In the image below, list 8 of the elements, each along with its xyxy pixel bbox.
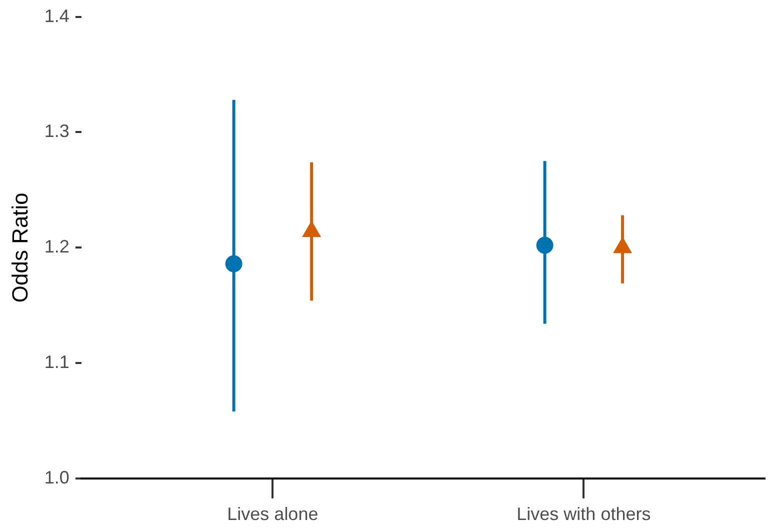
y-tick-label: 1.0: [44, 467, 70, 488]
x-tick-label: Lives with others: [516, 504, 651, 524]
y-tick-label: 1.2: [44, 236, 70, 257]
y-tick-label: 1.1: [44, 352, 70, 372]
y-tick-label: 1.4: [44, 6, 70, 26]
x-tick-label: Lives alone: [227, 504, 318, 524]
y-tick-label: 1.3: [44, 121, 70, 142]
y-axis-title: Odds Ratio: [7, 192, 32, 303]
